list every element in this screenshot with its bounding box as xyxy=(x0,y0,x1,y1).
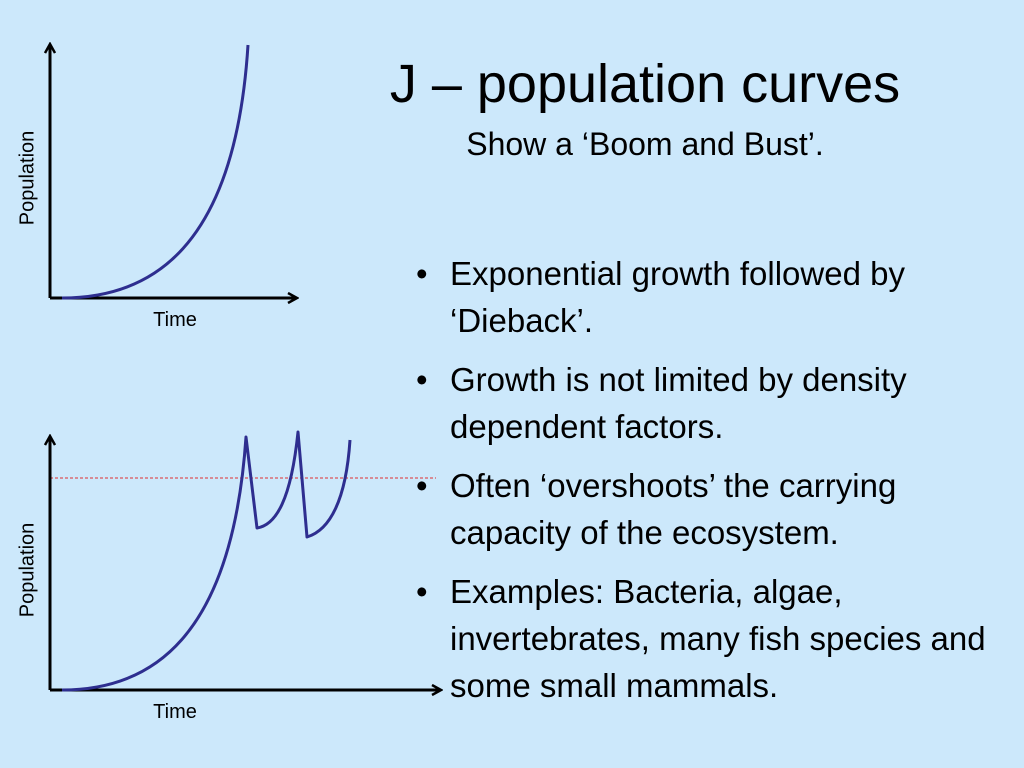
x-axis-label: Time xyxy=(153,309,197,331)
boom-bust-curve xyxy=(61,430,352,692)
y-axis-label: Population xyxy=(16,130,39,226)
y-axis-label: Population xyxy=(16,522,39,618)
bullet: Examples: Bacteria, algae, invertebrates… xyxy=(412,568,1024,709)
title: J – population curves xyxy=(389,54,901,114)
graph-1 xyxy=(50,45,296,298)
subtitle: Show a ‘Boom and Bust’. xyxy=(466,126,824,162)
bullet: Growth is not limited by density depende… xyxy=(412,356,1024,450)
j-curve xyxy=(61,44,250,300)
bullet: Often ‘overshoots’ the carrying capacity… xyxy=(412,462,1024,556)
graph-2 xyxy=(50,430,440,692)
x-axis-label: Time xyxy=(153,701,197,723)
bullet: Exponential growth followed by ‘Dieback’… xyxy=(412,250,1024,344)
bullet-list: Exponential growth followed by ‘Dieback’… xyxy=(412,250,1024,721)
